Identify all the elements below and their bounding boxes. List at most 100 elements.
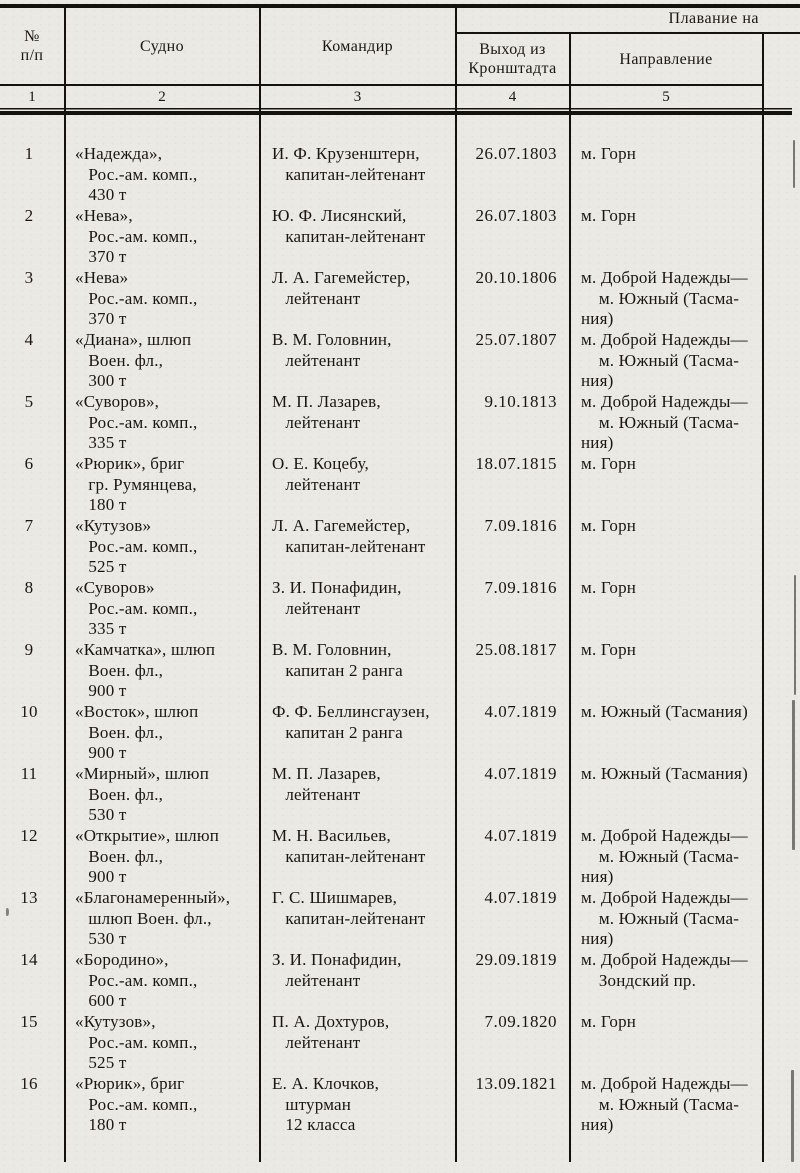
row-number-cell: 5 [24,392,34,411]
direction-cell: м. Горн [581,578,637,597]
departure-date-cell: 4.07.1819 [484,888,557,907]
departure-date-cell: 20.10.1806 [475,268,557,287]
direction-cell: м. Горн [581,206,637,225]
direction-cell: м. Горн [581,640,637,659]
direction-cell: м. Доброй Надежды— Зондский пр. [581,950,748,990]
departure-date-cell: 13.09.1821 [475,1074,557,1093]
departure-date-cell: 4.07.1819 [484,702,557,721]
commander-cell: П. А. Дохтуров, лейтенант [272,1012,390,1052]
table-row: 3 «Нева» Рос.-ам. комп., 370 т Л. А. Гаг… [0,268,764,330]
ship-cell: «Камчатка», шлюп Воен. фл., 900 т [75,640,216,700]
ship-cell: «Восток», шлюп Воен. фл., 900 т [75,702,199,762]
commander-cell: О. Е. Коцебу, лейтенант [272,454,369,494]
row-number-cell: 14 [20,950,38,969]
departure-date-cell: 18.07.1815 [475,454,557,473]
departure-date-cell: 25.07.1807 [475,330,557,349]
departure-date-cell: 26.07.1803 [475,206,557,225]
commander-cell: В. М. Головнин, капитан 2 ранга [272,640,403,680]
header-bottom-rule [0,108,792,115]
scan-artifact [6,908,9,916]
commander-cell: М. П. Лазарев, лейтенант [272,764,381,804]
ship-cell: «Диана», шлюп Воен. фл., 300 т [75,330,192,390]
ship-cell: «Бородино», Рос.-ам. комп., 600 т [75,950,198,1010]
table-row: 12 «Открытие», шлюп Воен. фл., 900 т М. … [0,826,764,888]
direction-cell: м. Горн [581,454,637,473]
table-row: 13 «Благонамеренный», шлюп Воен. фл., 53… [0,888,764,950]
table-row: 11 «Мирный», шлюп Воен. фл., 530 т М. П.… [0,764,764,826]
direction-cell: м. Доброй Надежды— м. Южный (Тасма- ния) [581,826,748,886]
table-row: 7 «Кутузов» Рос.-ам. комп., 525 т Л. А. … [0,516,764,578]
commander-cell: Е. А. Клочков, штурман 12 класса [272,1074,380,1134]
column-number-1: 1 [28,89,36,105]
commander-cell: Л. А. Гагемейстер, лейтенант [272,268,411,308]
row-number-cell: 11 [20,764,38,783]
table-row: 5 «Суворов», Рос.-ам. комп., 335 т М. П.… [0,392,764,454]
scan-artifact [792,700,795,850]
direction-cell: м. Доброй Надежды— м. Южный (Тасма- ния) [581,392,748,452]
table-body: 1 «Надежда», Рос.-ам. комп., 430 т И. Ф.… [0,115,764,1136]
table-row: 4 «Диана», шлюп Воен. фл., 300 т В. М. Г… [0,330,764,392]
direction-cell: м. Горн [581,1012,637,1031]
ship-cell: «Кутузов», Рос.-ам. комп., 525 т [75,1012,198,1072]
direction-cell: м. Горн [581,144,637,163]
ship-cell: «Рюрик», бриг Рос.-ам. комп., 180 т [75,1074,198,1134]
departure-date-cell: 25.08.1817 [475,640,557,659]
row-number-cell: 8 [24,578,34,597]
column-number-4: 4 [508,89,517,105]
row-number-cell: 13 [20,888,38,907]
scan-artifact [793,140,795,188]
direction-cell: м. Доброй Надежды— м. Южный (Тасма- ния) [581,330,748,390]
departure-date-cell: 7.09.1816 [484,578,557,597]
direction-cell: м. Южный (Тасмания) [581,702,748,721]
row-number-cell: 12 [20,826,38,845]
ship-cell: «Нева», Рос.-ам. комп., 370 т [75,206,198,266]
ship-cell: «Суворов» Рос.-ам. комп., 335 т [75,578,198,638]
direction-cell: м. Доброй Надежды— м. Южный (Тасма- ния) [581,268,748,328]
column-number-3: 3 [353,89,362,105]
column-header-ship: Судно [140,37,184,55]
ship-cell: «Открытие», шлюп Воен. фл., 900 т [75,826,220,886]
column-separator-2 [259,8,261,1162]
departure-date-cell: 4.07.1819 [484,826,557,845]
commander-cell: В. М. Головнин, лейтенант [272,330,392,370]
row-number-cell: 2 [24,206,34,225]
scan-artifact [794,575,796,695]
column-separator-3 [455,8,457,1162]
column-header-departure: Выход из Кронштадта [468,41,557,77]
row-number-cell: 4 [24,330,34,349]
table-row: 10 «Восток», шлюп Воен. фл., 900 т Ф. Ф.… [0,702,764,764]
row-number-cell: 10 [20,702,38,721]
row-number-cell: 15 [20,1012,38,1031]
group-header-underline [456,32,800,34]
direction-cell: м. Доброй Надежды— м. Южный (Тасма- ния) [581,1074,748,1134]
commander-cell: И. Ф. Крузенштерн, капитан-лейтенант [272,144,426,184]
ship-cell: «Нева» Рос.-ам. комп., 370 т [75,268,198,328]
ship-cell: «Кутузов» Рос.-ам. комп., 525 т [75,516,198,576]
commander-cell: Л. А. Гагемейстер, капитан-лейтенант [272,516,426,556]
column-header-direction: Направление [619,50,713,68]
ship-cell: «Надежда», Рос.-ам. комп., 430 т [75,144,198,204]
commander-cell: М. П. Лазарев, лейтенант [272,392,381,432]
ship-cell: «Благонамеренный», шлюп Воен. фл., 530 т [75,888,231,948]
departure-date-cell: 4.07.1819 [484,764,557,783]
table-row: 14 «Бородино», Рос.-ам. комп., 600 т З. … [0,950,764,1012]
commander-cell: З. И. Понафидин, лейтенант [272,578,402,618]
table-row: 9 «Камчатка», шлюп Воен. фл., 900 т В. М… [0,640,764,702]
table-row: 8 «Суворов» Рос.-ам. комп., 335 т З. И. … [0,578,764,640]
commander-cell: Ф. Ф. Беллинсгаузен, капитан 2 ранга [272,702,430,742]
direction-cell: м. Южный (Тасмания) [581,764,748,783]
ship-cell: «Рюрик», бриг гр. Румянцева, 180 т [75,454,197,514]
commander-cell: Г. С. Шишмарев, капитан-лейтенант [272,888,426,928]
column-header-number: № п/п [20,28,44,64]
departure-date-cell: 7.09.1816 [484,516,557,535]
row-number-cell: 3 [24,268,34,287]
column-header-commander: Командир [321,37,394,55]
departure-date-cell: 7.09.1820 [484,1012,557,1031]
header-labels-underline [0,84,764,86]
commander-cell: Ю. Ф. Лисянский, капитан-лейтенант [272,206,426,246]
column-separator-1 [64,8,66,1162]
top-rule [0,4,800,8]
scan-artifact [791,1070,794,1162]
direction-cell: м. Горн [581,516,637,535]
